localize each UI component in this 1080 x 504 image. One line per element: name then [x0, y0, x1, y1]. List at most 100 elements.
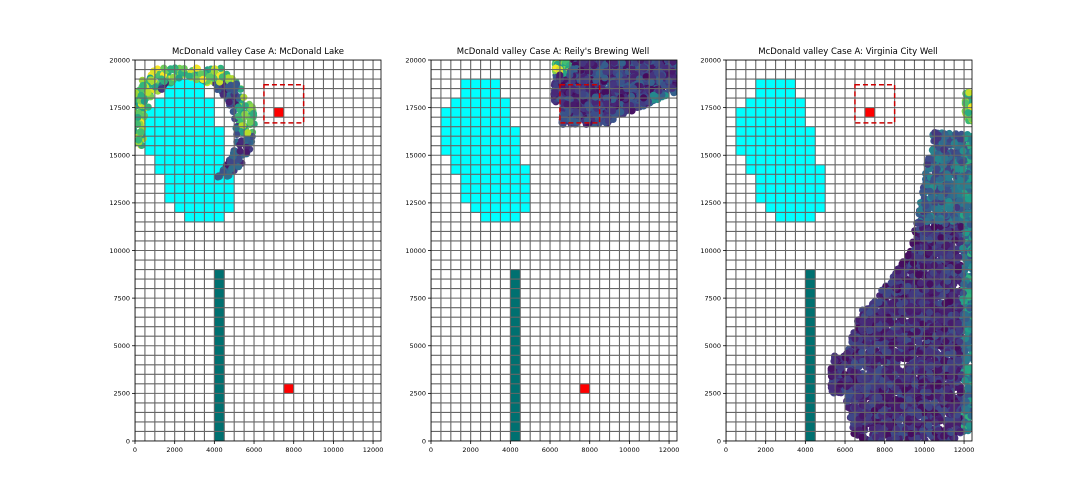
- y-tick-label: 0: [422, 437, 426, 445]
- particle-point: [551, 88, 559, 96]
- particle-point: [926, 370, 934, 378]
- particle-point: [959, 165, 967, 173]
- particle-point: [879, 314, 888, 322]
- particle-point: [828, 371, 836, 379]
- particle-point: [603, 100, 611, 108]
- model-grid: [135, 60, 381, 441]
- particle-point: [855, 426, 863, 434]
- particle-point: [863, 383, 872, 391]
- lake-cell-row: [755, 193, 826, 203]
- particle-point: [923, 181, 931, 189]
- particle-point: [945, 197, 953, 206]
- particle-point: [904, 252, 912, 260]
- particle-point: [140, 97, 148, 105]
- particle-point: [243, 135, 251, 143]
- particle-point: [244, 129, 252, 137]
- model-grid: [431, 60, 677, 441]
- particle-point: [185, 72, 193, 80]
- particle-point: [885, 316, 893, 324]
- particle-point: [827, 365, 835, 373]
- particle-point: [939, 138, 947, 146]
- particle-point: [893, 403, 901, 411]
- particle-point: [959, 289, 968, 298]
- particle-point: [572, 108, 580, 116]
- particle-point: [926, 348, 934, 356]
- particle-point: [241, 110, 249, 118]
- particle-point: [669, 60, 677, 66]
- particle-point: [968, 262, 972, 270]
- particle-point: [591, 110, 600, 118]
- particle-point: [872, 373, 880, 381]
- particle-point: [235, 163, 243, 171]
- particle-point: [939, 271, 947, 279]
- particle-point: [875, 298, 883, 306]
- particle-point: [888, 341, 896, 349]
- y-tick-label: 15000: [109, 152, 130, 160]
- particle-point: [579, 60, 587, 67]
- y-tick-label: 2500: [409, 390, 426, 398]
- particle-point: [968, 173, 972, 181]
- y-tick-label: 10000: [405, 247, 426, 255]
- subplot-title: McDonald valley Case A: Virginia City We…: [758, 47, 937, 57]
- particle-point: [915, 271, 923, 279]
- plot-area: [431, 60, 677, 441]
- particle-point: [882, 304, 891, 312]
- particle-point: [135, 136, 143, 144]
- particle-point: [234, 112, 242, 120]
- particle-point: [925, 421, 933, 429]
- particle-point: [904, 276, 912, 284]
- particle-point: [644, 60, 652, 65]
- x-tick-label: 6000: [246, 446, 263, 454]
- particle-point: [963, 202, 971, 210]
- y-tick-label: 5000: [113, 342, 130, 350]
- y-tick-label: 20000: [109, 56, 130, 64]
- x-tick-label: 4000: [206, 446, 223, 454]
- particle-point: [610, 60, 618, 66]
- particle-point: [912, 321, 920, 329]
- particle-point: [941, 154, 949, 162]
- particle-point: [225, 98, 233, 106]
- x-tick-label: 0: [429, 446, 433, 454]
- particle-point: [602, 67, 610, 75]
- particle-point: [231, 82, 239, 90]
- particle-point: [967, 412, 972, 420]
- lake-cell-row: [154, 155, 225, 165]
- y-tick-label: 5000: [409, 342, 426, 350]
- particle-point: [246, 118, 254, 126]
- particle-point: [961, 347, 969, 355]
- subplot-reilys-brewing-well: McDonald valley Case A: Reily's Brewing …: [405, 47, 680, 454]
- particle-point: [226, 158, 234, 166]
- particle-point: [886, 436, 894, 441]
- x-tick-label: 12000: [659, 446, 680, 454]
- particle-point: [969, 163, 972, 171]
- particle-point: [160, 64, 168, 72]
- y-tick-label: 17500: [109, 104, 130, 112]
- particle-point: [936, 330, 944, 338]
- particle-point: [566, 67, 575, 75]
- particle-point: [137, 91, 145, 100]
- particle-point: [617, 93, 625, 102]
- y-tick-label: 12500: [405, 199, 426, 207]
- particle-point: [957, 223, 965, 231]
- x-tick-label: 10000: [619, 446, 640, 454]
- particle-point: [617, 108, 625, 116]
- particle-point: [965, 421, 972, 429]
- well-marker-reily: [864, 107, 875, 118]
- particle-point: [909, 283, 918, 292]
- well-marker-reily: [273, 107, 284, 118]
- particle-point: [593, 104, 601, 112]
- particle-point: [224, 74, 233, 82]
- well-marker-virginia: [579, 383, 590, 394]
- particle-point: [885, 380, 894, 389]
- particle-point: [914, 434, 922, 441]
- y-tick-label: 17500: [405, 104, 426, 112]
- particle-point: [896, 367, 904, 375]
- particle-point: [940, 432, 948, 440]
- particle-point: [197, 70, 205, 78]
- particle-point: [881, 322, 890, 330]
- particle-point: [855, 392, 863, 400]
- particle-point: [951, 434, 959, 441]
- particle-point: [954, 319, 962, 327]
- x-tick-label: 8000: [581, 446, 598, 454]
- particle-point: [874, 331, 882, 339]
